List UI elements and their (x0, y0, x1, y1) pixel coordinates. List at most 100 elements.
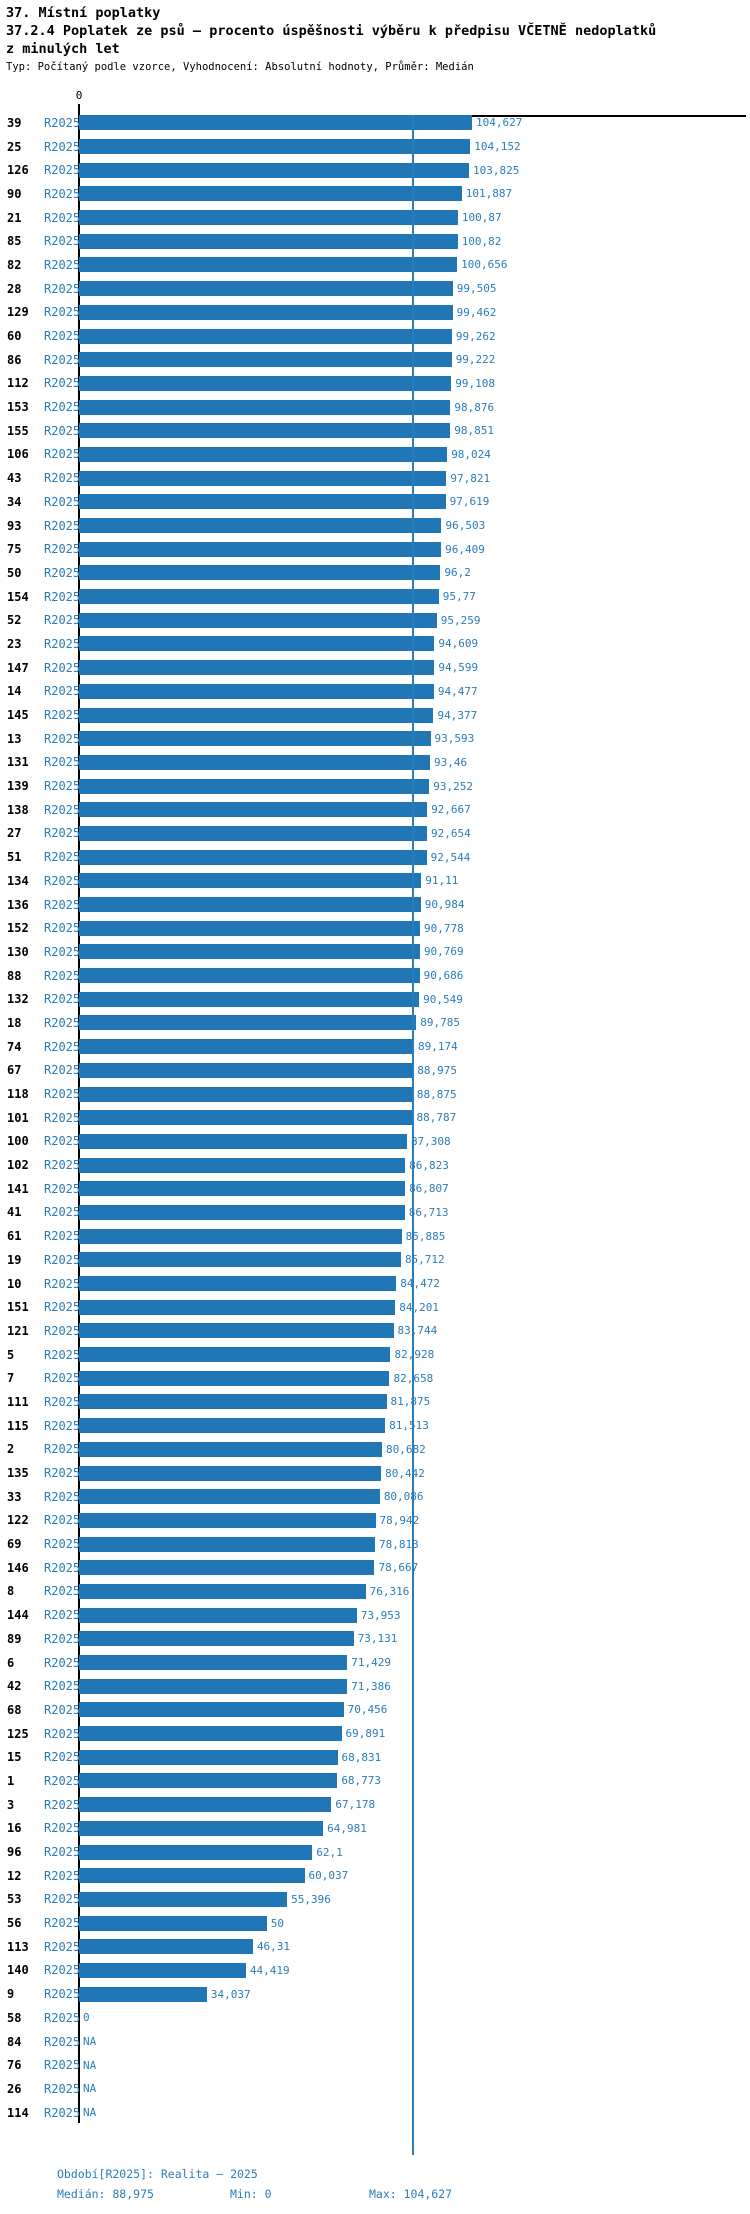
value-bar[interactable] (79, 1228, 402, 1244)
row-category-label: 74 (7, 1039, 22, 1054)
value-bar[interactable] (79, 1749, 338, 1765)
bar-row: 122 R2025 78,942 (0, 1509, 750, 1533)
value-bar[interactable] (79, 210, 458, 226)
value-bar[interactable] (79, 1299, 396, 1315)
value-bar[interactable] (79, 920, 420, 936)
value-bar[interactable] (79, 375, 452, 391)
value-bar[interactable] (79, 139, 471, 155)
value-bar[interactable] (79, 1536, 376, 1552)
series-tag: R2025 (44, 1608, 81, 1623)
value-bar[interactable] (79, 423, 451, 439)
value-bar[interactable] (79, 1939, 253, 1955)
value-bar[interactable] (79, 1276, 397, 1292)
series-tag: R2025 (44, 755, 81, 770)
row-category-label: 75 (7, 542, 22, 557)
value-bar[interactable] (79, 1607, 357, 1623)
value-bar[interactable] (79, 944, 420, 960)
value-bar[interactable] (79, 897, 421, 913)
value-bar[interactable] (79, 1583, 366, 1599)
value-bar[interactable] (79, 1110, 413, 1126)
value-bar[interactable] (79, 968, 420, 984)
value-bar[interactable] (79, 1868, 305, 1884)
value-bar[interactable] (79, 1252, 401, 1268)
value-bar[interactable] (79, 612, 437, 628)
value-bar[interactable] (79, 683, 434, 699)
value-bar[interactable] (79, 162, 469, 178)
value-bar[interactable] (79, 352, 452, 368)
row-category-label: 153 (7, 400, 29, 415)
value-bar[interactable] (79, 1015, 417, 1031)
value-bar[interactable] (79, 328, 452, 344)
value-bar[interactable] (79, 1181, 406, 1197)
series-tag: R2025 (44, 305, 81, 320)
value-bar[interactable] (79, 1962, 246, 1978)
value-bar[interactable] (79, 754, 431, 770)
value-bar[interactable] (79, 1631, 354, 1647)
value-bar[interactable] (79, 1773, 338, 1789)
value-bar[interactable] (79, 1702, 344, 1718)
value-bar[interactable] (79, 494, 446, 510)
bar-row: 145 R2025 94,377 (0, 703, 750, 727)
value-bar[interactable] (79, 991, 420, 1007)
value-bar[interactable] (79, 257, 458, 273)
value-bar[interactable] (79, 470, 447, 486)
value-bar[interactable] (79, 873, 422, 889)
value-bar[interactable] (79, 660, 435, 676)
value-bar[interactable] (79, 518, 442, 534)
value-bar[interactable] (79, 1370, 390, 1386)
value-bar[interactable] (79, 1039, 414, 1055)
value-bar[interactable] (79, 1560, 375, 1576)
value-bar[interactable] (79, 802, 428, 818)
value-bar[interactable] (79, 565, 441, 581)
value-bar[interactable] (79, 304, 453, 320)
bar-value-label: 68,831 (341, 1750, 382, 1764)
series-tag: R2025 (44, 186, 81, 201)
value-bar[interactable] (79, 731, 431, 747)
bar-row: 53 R2025 55,396 (0, 1888, 750, 1912)
value-bar[interactable] (79, 1133, 407, 1149)
value-bar[interactable] (79, 446, 448, 462)
value-bar[interactable] (79, 1465, 382, 1481)
row-category-label: 151 (7, 1300, 29, 1315)
bar-row: 2 R2025 80,682 (0, 1438, 750, 1462)
value-bar[interactable] (79, 1820, 324, 1836)
value-bar[interactable] (79, 1418, 386, 1434)
row-category-label: 100 (7, 1134, 29, 1149)
series-tag: R2025 (44, 2010, 81, 2025)
value-bar[interactable] (79, 399, 451, 415)
value-bar[interactable] (79, 1655, 348, 1671)
value-bar[interactable] (79, 1891, 288, 1907)
value-bar[interactable] (79, 707, 434, 723)
value-bar[interactable] (79, 825, 428, 841)
value-bar[interactable] (79, 1086, 413, 1102)
value-bar[interactable] (79, 1157, 406, 1173)
value-bar[interactable] (79, 1394, 387, 1410)
value-bar[interactable] (79, 281, 453, 297)
value-bar[interactable] (79, 1986, 207, 2002)
value-bar[interactable] (79, 233, 458, 249)
value-bar[interactable] (79, 1797, 332, 1813)
value-bar[interactable] (79, 1347, 391, 1363)
bar-value-label: 80,442 (385, 1466, 425, 1480)
value-bar[interactable] (79, 1204, 405, 1220)
value-bar[interactable] (79, 849, 427, 865)
value-bar[interactable] (79, 636, 435, 652)
value-bar[interactable] (79, 1726, 342, 1742)
value-bar[interactable] (79, 1678, 348, 1694)
value-bar[interactable] (79, 1512, 376, 1528)
value-bar[interactable] (79, 1489, 380, 1505)
value-bar[interactable] (79, 541, 442, 557)
bar-value-label: 88,787 (416, 1111, 457, 1125)
value-bar[interactable] (79, 1062, 414, 1078)
value-bar[interactable] (79, 1323, 394, 1339)
series-tag: R2025 (44, 1679, 81, 1694)
value-bar[interactable] (79, 778, 430, 794)
value-bar[interactable] (79, 1915, 267, 1931)
series-tag: R2025 (44, 163, 81, 178)
bar-value-label: 85,885 (405, 1229, 446, 1243)
value-bar[interactable] (79, 1441, 383, 1457)
value-bar[interactable] (79, 186, 462, 202)
value-bar[interactable] (79, 115, 472, 131)
value-bar[interactable] (79, 589, 439, 605)
value-bar[interactable] (79, 1844, 313, 1860)
